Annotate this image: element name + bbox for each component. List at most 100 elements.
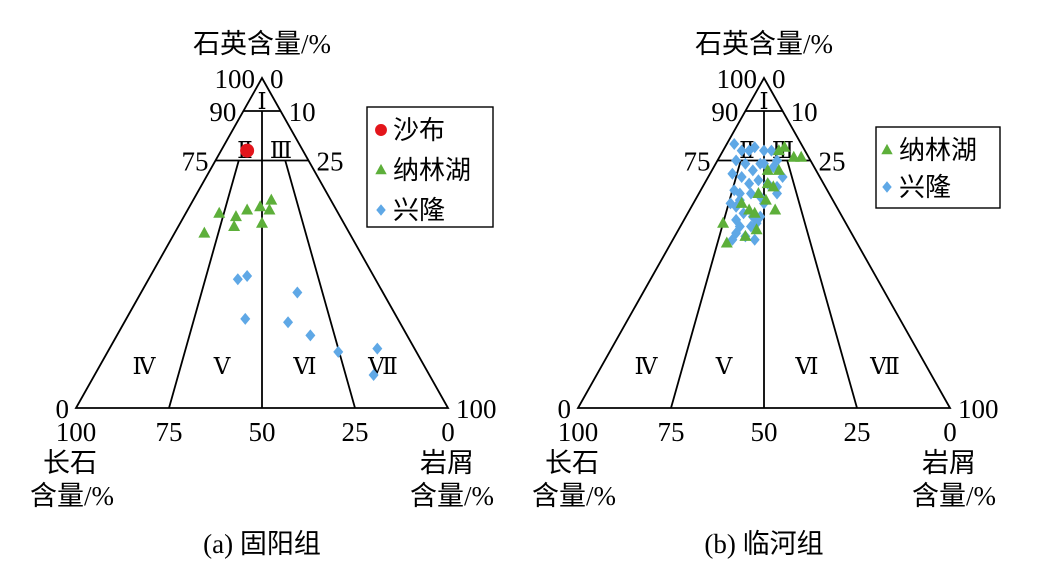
ternary-panel: ⅠⅡⅢⅣⅤⅥⅦ石英含量/%长石含量/%岩屑含量/%100907500102510…	[532, 29, 1001, 559]
data-point	[263, 203, 276, 215]
data-point	[283, 316, 294, 329]
data-point	[229, 210, 242, 222]
data-point	[213, 206, 226, 218]
data-point	[767, 180, 780, 192]
bottom-tick-label: 100	[56, 417, 97, 447]
legend-marker-circle	[375, 124, 387, 136]
data-point	[232, 273, 243, 286]
bottom-tick-label: 25	[844, 417, 871, 447]
left-tick-label: 100	[717, 64, 758, 94]
data-point	[749, 141, 760, 154]
right-tick-label: 100	[958, 394, 999, 424]
data-point	[740, 157, 751, 170]
region-label: Ⅴ	[213, 354, 231, 380]
right-tick-label: 0	[772, 64, 786, 94]
data-point	[727, 167, 738, 180]
region-label: Ⅰ	[759, 89, 768, 115]
series-points	[232, 270, 383, 381]
left-tick-label: 75	[684, 147, 711, 177]
data-point	[759, 144, 769, 157]
data-point	[750, 223, 763, 235]
data-point	[240, 312, 251, 325]
bottom-tick-label: 75	[156, 417, 183, 447]
data-point	[372, 342, 383, 355]
feldspar-axis-label: 长石	[545, 448, 599, 478]
bottom-tick-label: 75	[658, 417, 685, 447]
left-tick-label: 90	[711, 97, 738, 127]
data-point	[729, 138, 740, 150]
data-point	[749, 233, 760, 246]
data-point	[265, 193, 278, 205]
data-point	[292, 286, 303, 299]
data-point	[772, 144, 785, 156]
right-tick-label: 10	[289, 97, 316, 127]
panel-caption: (a) 固阳组	[203, 529, 321, 559]
left-tick-label: 100	[215, 64, 256, 94]
right-tick-label: 100	[456, 394, 497, 424]
legend-marker-triangle	[375, 163, 387, 175]
feldspar-axis-label: 长石	[43, 448, 97, 478]
data-point	[761, 163, 774, 175]
data-point	[772, 163, 785, 175]
right-tick-label: 10	[791, 97, 818, 127]
panel-caption: (b) 临河组	[704, 529, 823, 559]
data-point	[254, 200, 267, 212]
data-point	[735, 196, 748, 208]
region-label: Ⅵ	[794, 354, 818, 380]
right-tick-label: 25	[819, 147, 846, 177]
data-point	[198, 226, 211, 238]
data-point	[242, 270, 253, 282]
data-point	[305, 329, 316, 342]
region-label: Ⅰ	[257, 89, 266, 115]
ratio-divider-line	[284, 160, 356, 409]
data-point	[228, 220, 241, 231]
right-tick-label: 0	[270, 64, 284, 94]
ratio-divider-line	[168, 160, 240, 409]
lithic-axis-label: 岩屑	[922, 448, 976, 478]
series-points	[198, 193, 278, 238]
ratio-divider-line	[786, 160, 858, 409]
bottom-tick-label: 100	[558, 417, 599, 447]
data-point	[731, 154, 742, 167]
bottom-tick-label: 50	[751, 417, 778, 447]
data-point	[241, 203, 254, 215]
feldspar-axis-unit: 含量/%	[532, 481, 616, 511]
legend-label: 兴隆	[899, 173, 951, 202]
lithic-axis-unit: 含量/%	[912, 481, 996, 511]
data-point	[744, 177, 755, 190]
legend-label: 兴隆	[393, 196, 445, 225]
left-tick-label: 0	[558, 394, 572, 424]
data-point	[368, 369, 379, 381]
data-point	[753, 174, 764, 187]
feldspar-axis-unit: 含量/%	[30, 481, 114, 511]
legend-box	[875, 126, 1001, 209]
right-tick-label: 25	[317, 147, 344, 177]
lithic-axis-unit: 含量/%	[410, 481, 494, 511]
data-point	[787, 150, 800, 162]
legend-label: 纳林湖	[899, 136, 977, 165]
data-point	[720, 236, 733, 248]
bottom-tick-label: 0	[943, 417, 957, 447]
legend-label: 沙布	[393, 116, 445, 145]
apex-axis-label: 石英含量/%	[193, 29, 331, 59]
data-point	[736, 171, 747, 183]
data-point	[256, 216, 268, 228]
data-point	[739, 229, 752, 241]
data-point	[717, 216, 730, 228]
data-point	[778, 140, 791, 152]
data-point	[759, 193, 772, 205]
data-point	[748, 206, 761, 218]
region-label: Ⅳ	[635, 354, 659, 380]
region-label: Ⅲ	[270, 138, 292, 164]
legend-marker-diamond	[882, 181, 892, 193]
left-tick-label: 75	[182, 147, 209, 177]
data-point	[734, 187, 745, 200]
data-point	[751, 217, 762, 230]
data-point	[747, 164, 758, 177]
bottom-tick-label: 0	[441, 417, 455, 447]
legend-marker-diamond	[376, 204, 386, 216]
data-point	[736, 144, 747, 157]
